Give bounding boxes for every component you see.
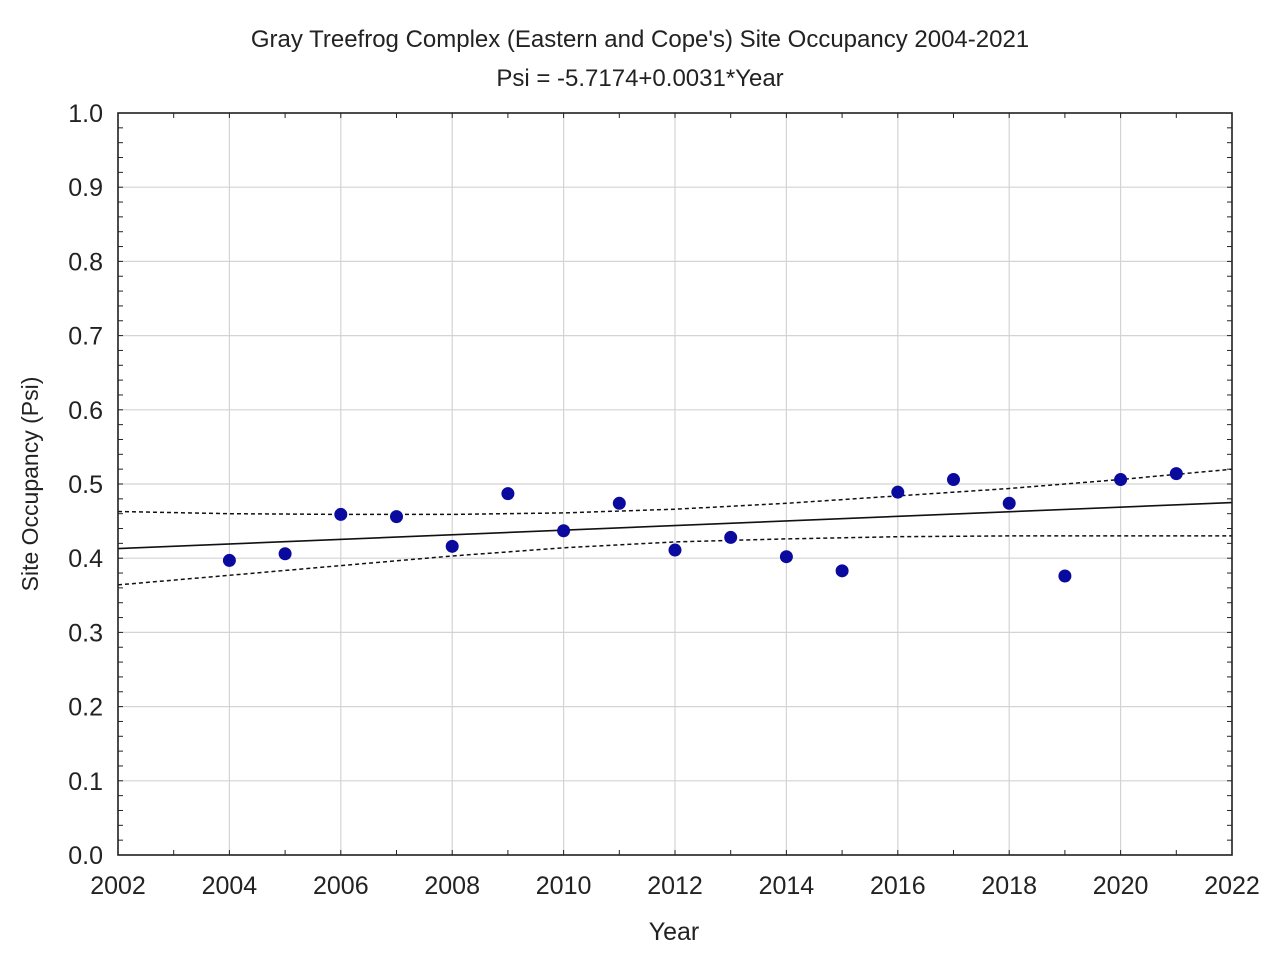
data-point xyxy=(278,547,292,561)
data-point xyxy=(724,530,738,544)
x-axis-label: Year xyxy=(649,918,700,946)
chart-subtitle: Psi = -5.7174+0.0031*Year xyxy=(496,65,783,92)
x-tick-labels: 2002 2004 2006 2008 2010 2012 2014 2016 2018 2020… xyxy=(90,872,1260,900)
y-tick-label: 0.8 xyxy=(68,248,103,276)
x-tick-label: 2022 xyxy=(1204,872,1260,900)
y-tick-label: 0.0 xyxy=(68,842,103,870)
x-tick-label: 2010 xyxy=(536,872,592,900)
data-point xyxy=(668,543,682,557)
x-tick-label: 2018 xyxy=(981,872,1037,900)
data-point xyxy=(557,524,571,538)
data-point xyxy=(1002,496,1016,510)
data-point xyxy=(445,539,459,553)
chart-title: Gray Treefrog Complex (Eastern and Cope'… xyxy=(251,26,1029,53)
y-tick-label: 0.9 xyxy=(68,174,103,202)
y-tick-label: 0.6 xyxy=(68,397,103,425)
axes xyxy=(117,112,1233,856)
data-point xyxy=(1058,569,1072,583)
regression-line xyxy=(117,501,1233,550)
data-point xyxy=(891,485,905,499)
data-point xyxy=(947,473,960,487)
confidence-bands xyxy=(117,468,1233,586)
y-tick-label: 0.7 xyxy=(68,323,103,351)
data-points xyxy=(222,467,1183,583)
confidence-band-line xyxy=(117,468,1233,516)
x-tick-label: 2002 xyxy=(90,872,146,900)
plot-frame xyxy=(117,112,1233,856)
data-point xyxy=(612,496,626,510)
data-point xyxy=(222,553,236,567)
y-tick-label: 0.4 xyxy=(68,545,103,573)
y-tick-label: 1.0 xyxy=(68,100,103,128)
data-point xyxy=(1169,467,1183,481)
y-tick-label: 0.5 xyxy=(68,471,103,499)
y-tick-label: 0.2 xyxy=(68,694,103,722)
y-tick-label: 0.1 xyxy=(68,768,103,796)
x-tick-label: 2006 xyxy=(313,872,369,900)
data-point xyxy=(835,564,849,578)
y-tick-label: 0.3 xyxy=(68,619,103,647)
x-tick-label: 2004 xyxy=(202,872,258,900)
data-point xyxy=(334,507,348,521)
data-point xyxy=(501,487,515,501)
regression-line-group xyxy=(117,501,1233,550)
data-point xyxy=(390,510,403,524)
x-tick-label: 2020 xyxy=(1093,872,1149,900)
data-point xyxy=(1114,473,1128,487)
x-tick-label: 2008 xyxy=(424,872,480,900)
y-axis-label: Site Occupancy (Psi) xyxy=(17,377,43,592)
x-tick-label: 2012 xyxy=(647,872,703,900)
x-tick-label: 2016 xyxy=(870,872,926,900)
data-point xyxy=(779,550,793,564)
x-tick-label: 2014 xyxy=(759,872,815,900)
y-tick-labels: 0.0 0.1 0.2 0.3 0.4 0.5 0.6 0.7 0.8 0.9 1.0 xyxy=(68,100,103,870)
